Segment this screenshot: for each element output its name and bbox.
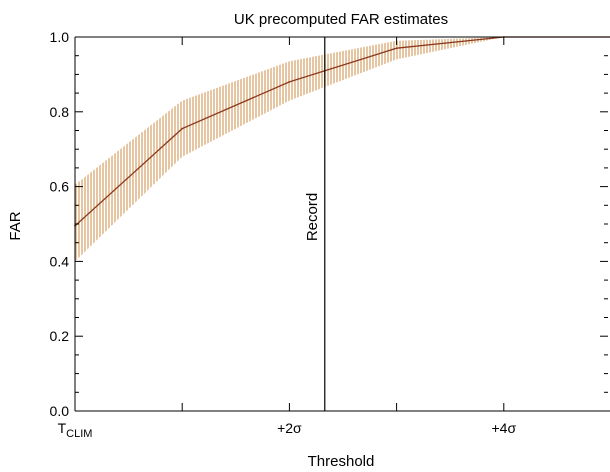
x-tick-label: +4σ <box>491 420 516 436</box>
y-axis-title: FAR <box>7 211 24 240</box>
y-tick-label: 0.2 <box>50 328 70 344</box>
x-tick-label: +2σ <box>277 420 302 436</box>
y-tick-label: 1.0 <box>50 29 70 45</box>
series-0-uncertainty-band <box>75 37 610 262</box>
chart-title: UK precomputed FAR estimates <box>234 11 448 28</box>
y-tick-label: 0.0 <box>50 403 70 419</box>
y-tick-label: 0.8 <box>50 104 70 120</box>
record-label: Record <box>304 193 321 241</box>
series-0-point-3 <box>395 47 398 50</box>
x-tick-label: TCLIM <box>58 420 93 440</box>
y-tick-label: 0.4 <box>50 253 70 269</box>
series-0-point-2 <box>288 80 291 83</box>
y-tick-label: 0.6 <box>50 179 70 195</box>
plot-area: 0.0 0.2 0.4 0.6 0.8 1.0 TCLIM +2σ +4σ Record <box>50 29 610 440</box>
series-0-point-1 <box>181 127 184 130</box>
x-axis-title: Threshold <box>308 453 375 470</box>
